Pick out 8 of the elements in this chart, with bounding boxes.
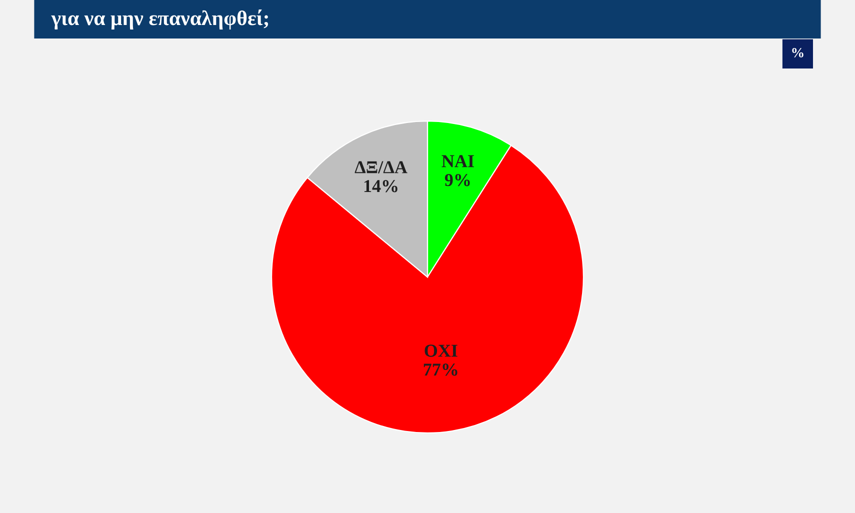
data-label: 9% xyxy=(444,174,470,186)
slice-label: ΟΧΙ xyxy=(424,344,458,357)
text: % xyxy=(792,48,804,58)
slice-label: ΔΞ/ΔΑ xyxy=(354,161,408,174)
data-label: 14% xyxy=(364,180,398,192)
data-label: 77% xyxy=(424,364,458,376)
slice-label: ΝΑΙ xyxy=(442,155,474,168)
chart-title: για να μην επαναληφθεί; xyxy=(51,10,268,30)
